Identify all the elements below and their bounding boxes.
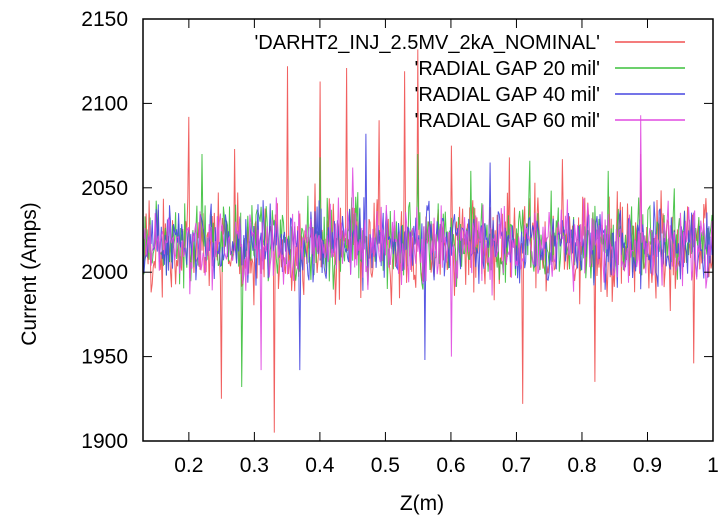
x-tick-label: 0.8 xyxy=(567,454,596,477)
plot-frame xyxy=(142,18,714,442)
legend-label: 'RADIAL GAP 40 mil' xyxy=(415,84,600,106)
y-tick-label: 1950 xyxy=(81,346,128,369)
x-axis-title: Z(m) xyxy=(400,492,444,515)
y-tick-label: 2150 xyxy=(81,8,128,31)
x-axis: 0.2 0.3 0.4 0.5 0.6 0.7 0.8 0.9 1 xyxy=(174,19,719,477)
y-tick-label: 1900 xyxy=(81,430,128,453)
series-line-3 xyxy=(142,115,714,371)
legend-label: 'RADIAL GAP 60 mil' xyxy=(415,110,600,132)
x-tick-label: 0.4 xyxy=(305,454,335,477)
x-tick-label: 0.5 xyxy=(371,454,400,477)
legend-label: 'DARHT2_INJ_2.5MV_2kA_NOMINAL' xyxy=(254,32,600,54)
x-tick-label: 0.9 xyxy=(633,454,662,477)
y-axis-title: Current (Amps) xyxy=(18,202,41,346)
y-axis: 1900 1950 2000 2050 2100 2150 xyxy=(81,8,713,453)
x-tick-label: 0.3 xyxy=(240,454,269,477)
x-tick-label: 0.6 xyxy=(436,454,465,477)
legend: 'DARHT2_INJ_2.5MV_2kA_NOMINAL' 'RADIAL GA… xyxy=(254,32,685,132)
series-lines xyxy=(142,49,714,433)
y-tick-label: 2000 xyxy=(81,261,128,284)
x-tick-label: 0.2 xyxy=(174,454,203,477)
y-tick-label: 2100 xyxy=(81,92,128,115)
x-tick-label: 1 xyxy=(707,454,719,477)
x-tick-label: 0.7 xyxy=(502,454,531,477)
y-tick-label: 2050 xyxy=(81,177,128,200)
series-line-1 xyxy=(142,153,714,388)
legend-label: 'RADIAL GAP 20 mil' xyxy=(415,58,600,80)
